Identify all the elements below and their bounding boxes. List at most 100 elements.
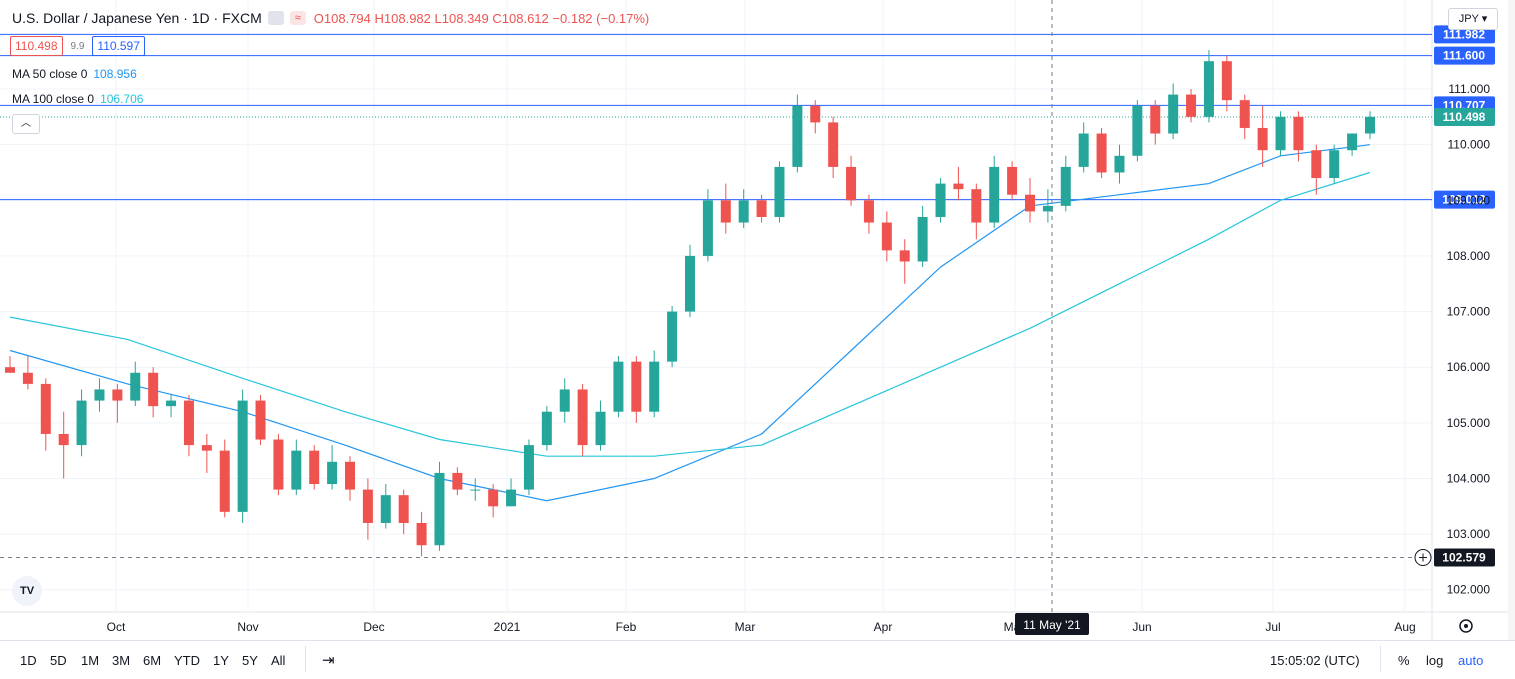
symbol-title[interactable]: U.S. Dollar / Japanese Yen · 1D · FXCM	[12, 10, 262, 26]
candle-down	[22, 372, 33, 384]
candle-up	[76, 400, 87, 446]
y-tick-label: 106.000	[1447, 360, 1491, 374]
candle-down	[1221, 61, 1232, 101]
x-tick-label: Dec	[363, 620, 384, 634]
gear-icon	[1459, 619, 1473, 633]
spread-value: 9.9	[70, 40, 85, 52]
range-all[interactable]: All	[271, 653, 286, 668]
candle-up	[1203, 61, 1214, 117]
candle-down	[1007, 166, 1018, 195]
candle-up	[1329, 150, 1340, 179]
candle-down	[1025, 194, 1035, 212]
ma50-legend[interactable]: MA 50 close 0 108.956	[12, 67, 137, 81]
ma100-value: 106.706	[100, 92, 144, 106]
log-toggle[interactable]: log	[1426, 653, 1444, 668]
y-tick-label: 110.000	[1448, 138, 1491, 152]
candle-down	[362, 489, 373, 523]
utc-clock[interactable]: 15:05:02 (UTC)	[1270, 653, 1360, 668]
candle-down	[756, 200, 767, 217]
x-tick-label: Jul	[1265, 620, 1280, 634]
range-ytd[interactable]: YTD	[174, 653, 200, 668]
candle-up	[237, 400, 248, 512]
ohlc-values: O108.794 H108.982 L108.349 C108.612 −0.1…	[314, 11, 649, 26]
candle-up	[1114, 155, 1125, 173]
range-3m[interactable]: 3M	[112, 653, 131, 668]
compare-icon[interactable]: ≈	[289, 11, 306, 25]
candle-down	[846, 166, 857, 201]
ma100-label: MA 100 close 0	[12, 92, 95, 106]
candle-up	[130, 372, 141, 401]
candle-down	[971, 189, 982, 223]
crosshair-price-label: 102.579	[1442, 551, 1486, 565]
ma100-line	[9, 171, 1371, 457]
buy-button[interactable]: 110.597	[92, 36, 145, 56]
candle-down	[273, 439, 284, 490]
candle-down	[899, 250, 910, 262]
candle-down	[488, 489, 499, 507]
y-tick-label: 104.000	[1447, 471, 1491, 485]
candle-up	[434, 472, 445, 546]
candle-up	[470, 489, 481, 491]
goto-date-icon[interactable]: ⇥	[322, 652, 335, 669]
candle-up	[327, 461, 338, 485]
crosshair-date-tag	[1015, 613, 1089, 635]
range-6m[interactable]: 6M	[143, 653, 162, 668]
collapse-legend-button[interactable]: ︿	[12, 114, 40, 134]
percent-toggle[interactable]: %	[1398, 653, 1410, 668]
last-price-tag	[1434, 107, 1495, 126]
x-tick-label: Apr	[874, 620, 893, 634]
candle-down	[810, 105, 821, 123]
candle-down	[1150, 105, 1161, 134]
candle-up	[1275, 116, 1286, 151]
range-5d[interactable]: 5D	[50, 653, 67, 668]
candle-down	[148, 372, 159, 407]
tradingview-logo-icon[interactable]: TV	[12, 576, 42, 606]
range-1m[interactable]: 1M	[81, 653, 100, 668]
currency-button[interactable]: JPY ▾	[1448, 8, 1498, 30]
candle-down	[345, 461, 355, 490]
candle-down	[577, 389, 588, 446]
high-value: H108.982	[374, 10, 431, 26]
range-1y[interactable]: 1Y	[213, 653, 229, 668]
x-tick-label: Nov	[237, 620, 258, 634]
candle-up	[94, 389, 105, 401]
toolbar-divider	[305, 646, 306, 672]
hline-price-label: 109.012	[1442, 193, 1486, 207]
ma50-label: MA 50 close 0	[12, 67, 88, 81]
candle-down	[201, 445, 212, 451]
range-5y[interactable]: 5Y	[242, 653, 258, 668]
ma50-value: 108.956	[93, 67, 137, 81]
toolbar-divider	[1380, 646, 1381, 672]
candle-up	[559, 389, 570, 412]
right-edge-strip	[1508, 0, 1515, 640]
candle-up	[541, 411, 552, 446]
candle-up	[291, 450, 302, 490]
ma100-legend[interactable]: MA 100 close 0 106.706	[12, 92, 143, 106]
settings-toggle-icon[interactable]	[267, 11, 284, 25]
candle-up	[1347, 133, 1358, 151]
candle-down	[1311, 150, 1322, 179]
sell-button[interactable]: 110.498	[10, 36, 63, 56]
x-tick-label: Feb	[616, 620, 637, 634]
candle-down	[1096, 133, 1107, 173]
candle-up	[1042, 205, 1053, 212]
candle-up	[774, 166, 785, 217]
candle-up	[792, 105, 803, 167]
auto-toggle[interactable]: auto	[1458, 653, 1484, 668]
candle-down	[309, 450, 320, 485]
y-tick-label: 102.000	[1447, 583, 1491, 597]
candle-down	[1186, 94, 1197, 117]
candle-up	[1132, 105, 1143, 156]
candle-down	[631, 361, 642, 412]
candle-up	[1060, 166, 1071, 206]
candle-up	[506, 489, 517, 507]
candle-down	[1293, 116, 1304, 151]
bottom-toolbar: 1D 5D 1M 3M 6M YTD 1Y 5Y All ⇥ 15:05:02 …	[0, 640, 1515, 679]
candle-up	[1168, 94, 1179, 134]
range-1d[interactable]: 1D	[20, 653, 37, 668]
candle-down	[58, 433, 69, 446]
close-value: C108.612	[492, 10, 549, 26]
x-tick-label: Jun	[1132, 620, 1151, 634]
candle-up	[702, 200, 713, 256]
